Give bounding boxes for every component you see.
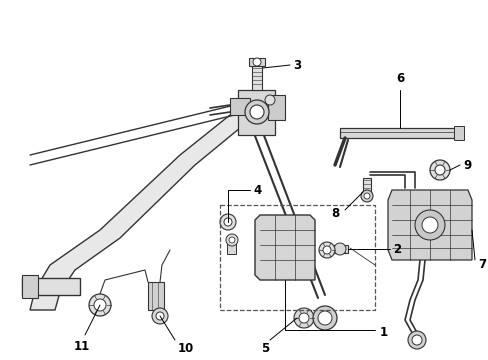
Circle shape xyxy=(252,58,261,66)
Text: 1: 1 xyxy=(379,325,387,338)
Circle shape xyxy=(298,313,308,323)
Text: 11: 11 xyxy=(74,340,90,353)
Circle shape xyxy=(360,190,372,202)
Circle shape xyxy=(411,335,421,345)
Bar xyxy=(362,178,370,196)
Text: 8: 8 xyxy=(331,207,339,220)
Circle shape xyxy=(225,234,238,246)
Text: 9: 9 xyxy=(462,158,470,171)
Bar xyxy=(327,245,347,253)
Circle shape xyxy=(312,306,336,330)
Circle shape xyxy=(152,308,168,324)
Circle shape xyxy=(228,237,235,243)
Circle shape xyxy=(244,100,268,124)
Bar xyxy=(248,58,264,66)
Bar xyxy=(453,126,463,140)
Polygon shape xyxy=(254,215,314,280)
Circle shape xyxy=(333,243,346,255)
Polygon shape xyxy=(387,190,471,260)
Polygon shape xyxy=(22,278,80,295)
Circle shape xyxy=(249,105,264,119)
Text: 10: 10 xyxy=(178,342,194,355)
Circle shape xyxy=(317,311,331,325)
Circle shape xyxy=(421,217,437,233)
Circle shape xyxy=(156,312,163,320)
Circle shape xyxy=(293,308,313,328)
Circle shape xyxy=(323,246,330,254)
Bar xyxy=(251,62,262,90)
Circle shape xyxy=(407,331,425,349)
Circle shape xyxy=(89,294,111,316)
Circle shape xyxy=(363,193,369,199)
Polygon shape xyxy=(229,98,249,115)
Circle shape xyxy=(318,242,334,258)
Polygon shape xyxy=(238,90,274,135)
Circle shape xyxy=(94,299,106,311)
Circle shape xyxy=(429,160,449,180)
Text: 7: 7 xyxy=(477,258,485,271)
Text: 4: 4 xyxy=(252,184,261,197)
Text: 6: 6 xyxy=(395,72,403,85)
Bar xyxy=(296,310,310,318)
Bar xyxy=(220,205,374,310)
Circle shape xyxy=(224,218,231,226)
Circle shape xyxy=(220,214,236,230)
Circle shape xyxy=(434,165,444,175)
Text: 5: 5 xyxy=(260,342,268,355)
Polygon shape xyxy=(30,100,260,310)
Circle shape xyxy=(264,95,274,105)
Polygon shape xyxy=(267,95,285,120)
Circle shape xyxy=(414,210,444,240)
Polygon shape xyxy=(339,128,459,138)
Bar xyxy=(148,282,163,310)
Polygon shape xyxy=(22,275,38,298)
Text: 3: 3 xyxy=(292,59,301,72)
Bar xyxy=(226,242,236,254)
Text: 2: 2 xyxy=(392,243,400,256)
